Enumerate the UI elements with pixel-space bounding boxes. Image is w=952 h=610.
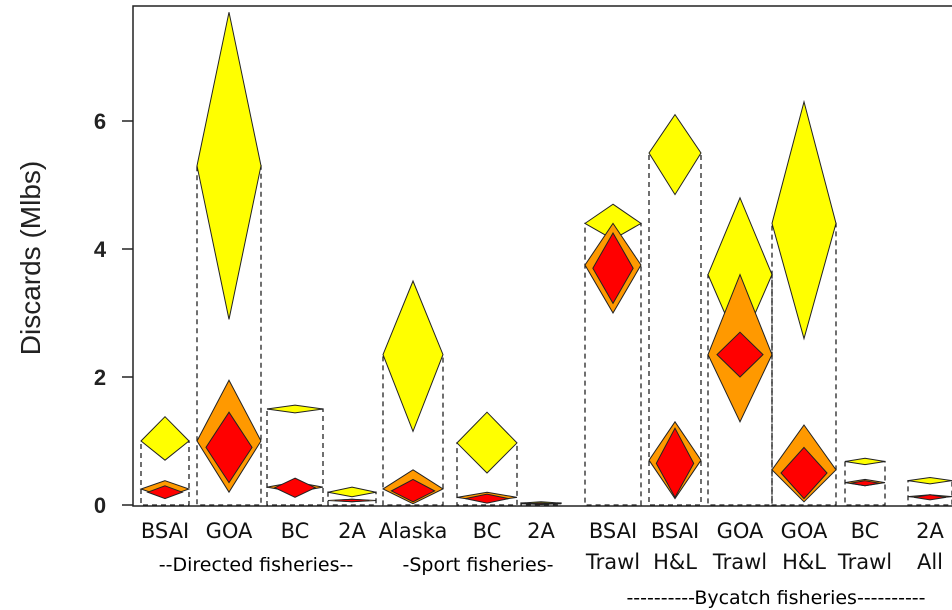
y-tick-label: 0 xyxy=(94,493,106,518)
y-tick-label: 2 xyxy=(94,365,106,390)
category-label: 2A xyxy=(527,519,555,543)
category-sublabel: Trawl xyxy=(837,550,892,574)
category-label: 2A xyxy=(916,519,944,543)
red-diamond xyxy=(780,446,828,500)
category-label: Alaska xyxy=(379,519,448,543)
red-diamond xyxy=(592,231,634,305)
yellow-diamond xyxy=(648,113,702,196)
yellow-diamond xyxy=(382,279,444,433)
category-sublabel: H&L xyxy=(653,550,697,574)
label-panel xyxy=(130,509,952,587)
red-diamond xyxy=(526,502,556,505)
category-label: BC xyxy=(473,519,502,543)
yellow-diamond xyxy=(456,411,518,474)
yellow-diamond xyxy=(771,99,837,341)
column-outline xyxy=(648,152,702,506)
red-diamond xyxy=(655,427,695,499)
y-tick-label: 4 xyxy=(94,237,107,262)
red-diamond xyxy=(465,493,509,504)
category-label: GOA xyxy=(781,519,828,543)
red-diamond xyxy=(205,411,253,484)
red-diamond xyxy=(914,494,946,501)
category-label: BSAI xyxy=(589,519,637,543)
group-label-sport: -Sport fisheries- xyxy=(402,554,553,576)
category-sublabel: All xyxy=(917,550,943,574)
category-label: BC xyxy=(281,519,310,543)
plot-area xyxy=(139,12,952,506)
category-sublabel: Trawl xyxy=(712,550,767,574)
yellow-diamond xyxy=(907,476,952,485)
category-sublabel: H&L xyxy=(782,550,826,574)
category-label: BC xyxy=(851,519,880,543)
category-label: GOA xyxy=(206,519,253,543)
yellow-diamond xyxy=(196,12,262,320)
category-label: BSAI xyxy=(141,519,189,543)
yellow-diamond xyxy=(140,415,190,461)
group-label-bycatch: ----------Bycatch fisheries---------- xyxy=(626,587,925,609)
group-label-directed: --Directed fisheries-- xyxy=(159,554,353,576)
red-diamond xyxy=(390,478,436,503)
y-axis-ticks: 0 2 4 6 xyxy=(94,109,133,518)
red-diamond xyxy=(850,480,880,487)
red-diamond xyxy=(334,498,370,503)
y-tick-label: 6 xyxy=(94,109,106,134)
red-diamond xyxy=(273,477,317,498)
yellow-diamond xyxy=(266,404,324,414)
red-diamond xyxy=(716,331,764,378)
yellow-diamond xyxy=(844,457,886,466)
category-label: 2A xyxy=(338,519,366,543)
column-outline xyxy=(327,491,377,506)
yellow-diamond xyxy=(327,486,377,498)
column-outline xyxy=(140,440,190,506)
category-label: BSAI xyxy=(651,519,699,543)
y-axis-label: Discards (Mlbs) xyxy=(15,161,46,355)
x-axis-labels: BSAI GOA BC 2A Alaska BC 2A BSAI Trawl BSAI H&L GOA… xyxy=(141,519,945,574)
category-label: GOA xyxy=(717,519,764,543)
red-diamond xyxy=(146,485,184,500)
plot-frame xyxy=(132,5,952,507)
category-sublabel: Trawl xyxy=(585,550,640,574)
